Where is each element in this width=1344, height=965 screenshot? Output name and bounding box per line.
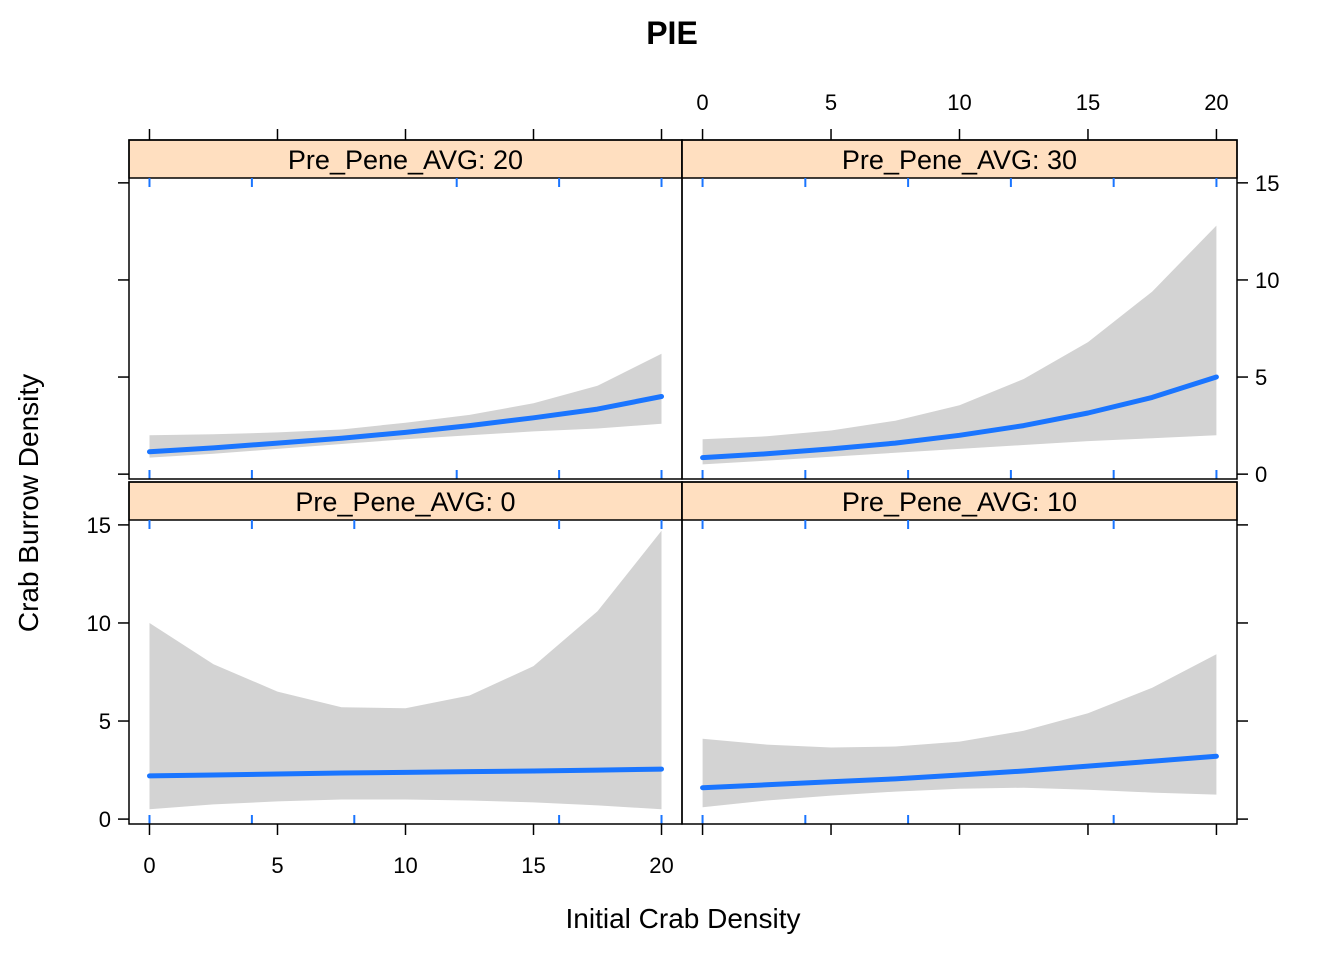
x-tick-label: 10 xyxy=(947,90,971,115)
x-tick-label: 15 xyxy=(1076,90,1100,115)
x-tick-label: 20 xyxy=(649,853,673,878)
x-tick-label: 0 xyxy=(143,853,155,878)
y-tick-label: 5 xyxy=(1255,365,1267,390)
x-tick-label: 15 xyxy=(521,853,545,878)
x-tick-label: 5 xyxy=(825,90,837,115)
fit-line xyxy=(147,766,664,779)
y-tick-label: 0 xyxy=(1255,462,1267,487)
confidence-band xyxy=(702,225,1217,465)
panels-layer: Pre_Pene_AVG: 20 Pre_Pene_AVG: 30 0 5 10 15 0 5… xyxy=(87,90,1280,878)
y-tick-label: 15 xyxy=(87,513,111,538)
panel-strip-label: Pre_Pene_AVG: 0 xyxy=(295,487,515,517)
y-tick-label: 15 xyxy=(1255,171,1279,196)
x-tick-label: 5 xyxy=(271,853,283,878)
y-tick-label: 10 xyxy=(1255,268,1279,293)
confidence-band xyxy=(149,353,662,458)
panel-strip xyxy=(128,139,683,179)
confidence-band xyxy=(149,530,662,810)
fit-line xyxy=(700,753,1219,791)
y-tick-label: 10 xyxy=(87,611,111,636)
chart-title: PIE xyxy=(646,15,698,51)
panel-strip-label: Pre_Pene_AVG: 30 xyxy=(842,145,1077,175)
panel-strip-label: Pre_Pene_AVG: 10 xyxy=(842,487,1077,517)
confidence-band xyxy=(702,654,1217,808)
panel-strip xyxy=(681,481,1238,521)
x-tick-label: 0 xyxy=(696,90,708,115)
panel-strip-label: Pre_Pene_AVG: 20 xyxy=(288,145,523,175)
x-tick-label: 10 xyxy=(393,853,417,878)
y-tick-label: 0 xyxy=(99,807,111,832)
fit-line xyxy=(147,394,664,455)
x-tick-label: 20 xyxy=(1204,90,1228,115)
x-axis-label: Initial Crab Density xyxy=(566,903,801,934)
y-axis-label: Crab Burrow Density xyxy=(13,374,44,632)
fit-line xyxy=(700,374,1219,461)
panel-strip xyxy=(128,481,683,521)
y-tick-label: 5 xyxy=(99,709,111,734)
